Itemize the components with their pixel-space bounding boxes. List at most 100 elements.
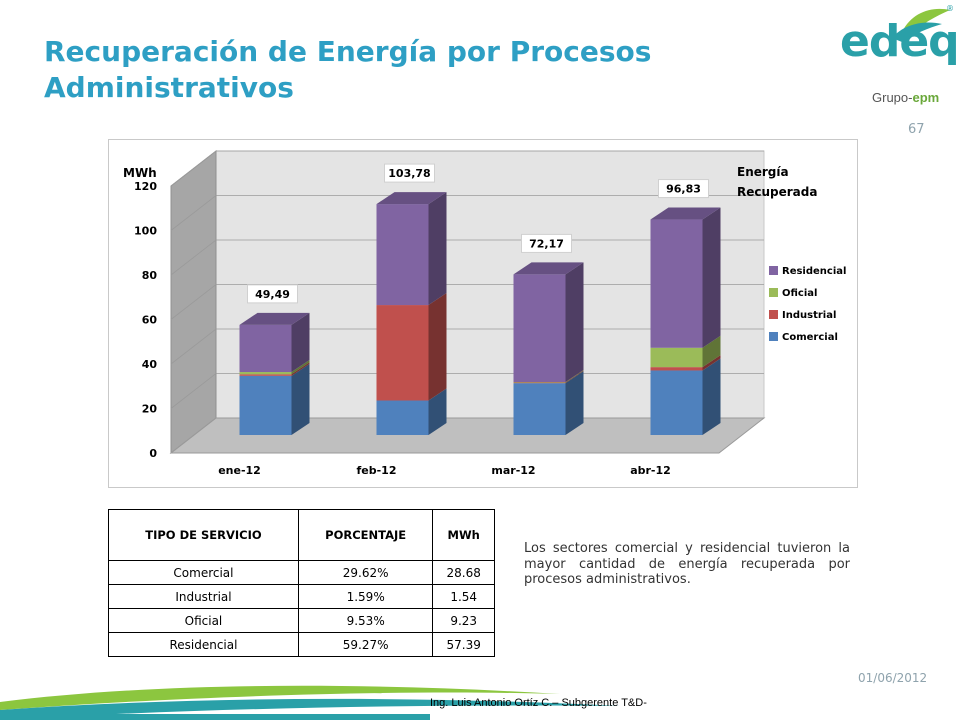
bar-side-comercial	[565, 371, 584, 435]
bar-side-industrial	[702, 355, 721, 371]
legend-swatch	[769, 332, 778, 341]
legend-title: Energía	[737, 165, 789, 179]
data-label: 103,78	[388, 167, 430, 180]
service-type-table: TIPO DE SERVICIO PORCENTAJE MWh Comercia…	[108, 509, 495, 657]
y-tick-label: 120	[134, 180, 157, 193]
bar-side-oficial	[702, 335, 721, 368]
cell-percentage: 1.59%	[297, 584, 434, 609]
data-label: 72,17	[529, 237, 564, 250]
bar-side-oficial	[291, 360, 310, 375]
x-tick-label: feb-12	[357, 464, 397, 477]
bar-side-comercial	[291, 363, 310, 435]
y-tick-label: 20	[142, 403, 158, 416]
gridline	[170, 150, 764, 187]
cell-service: Residencial	[108, 632, 299, 657]
logo-group-prefix: Grupo-	[872, 90, 913, 105]
bar-segment-industrial	[650, 367, 703, 371]
bar-segment-residencial	[239, 324, 292, 373]
y-tick-label: 60	[142, 314, 158, 327]
gridline	[170, 195, 764, 231]
legend-swatch	[769, 266, 778, 275]
leaf-icon	[892, 8, 950, 42]
table-row: Comercial 29.62% 28.68	[108, 560, 495, 585]
header-service-type: TIPO DE SERVICIO	[108, 509, 299, 561]
legend-label: Oficial	[782, 288, 817, 299]
cell-service: Industrial	[108, 584, 299, 609]
cell-percentage: 29.62%	[297, 560, 434, 585]
y-axis-label: MWh	[123, 166, 157, 180]
cell-mwh: 57.39	[432, 632, 495, 657]
registered-mark: ®	[946, 4, 954, 13]
bar-side-residencial	[428, 192, 447, 306]
cell-service: Comercial	[108, 560, 299, 585]
table-row: Residencial 59.27% 57.39	[108, 632, 495, 657]
bar-side-comercial	[428, 388, 447, 435]
bar-segment-oficial	[239, 372, 292, 375]
x-tick-label: abr-12	[630, 464, 671, 477]
bar-segment-residencial	[376, 204, 429, 306]
table-header-row: TIPO DE SERVICIO PORCENTAJE MWh	[108, 509, 495, 561]
cell-mwh: 28.68	[432, 560, 495, 585]
data-label: 49,49	[255, 288, 290, 301]
legend-label: Comercial	[782, 332, 838, 343]
gridline	[170, 239, 764, 276]
y-tick-label: 100	[134, 225, 157, 238]
header-percentage: PORCENTAJE	[297, 509, 434, 561]
y-tick-label: 0	[149, 447, 157, 460]
data-label: 96,83	[666, 183, 701, 196]
bar-segment-comercial	[239, 375, 292, 435]
data-label-box	[247, 284, 298, 304]
cell-percentage: 59.27%	[297, 632, 434, 657]
cell-service: Oficial	[108, 608, 299, 633]
legend-swatch	[769, 310, 778, 319]
bar-segment-industrial	[239, 374, 292, 376]
slide-date: 01/06/2012	[858, 671, 928, 685]
bar-segment-comercial	[376, 400, 429, 435]
header-mwh: MWh	[432, 509, 495, 561]
x-tick-label: mar-12	[491, 464, 535, 477]
bar-segment-oficial	[513, 382, 566, 383]
chart-panel: 0 20 40 60 80 100 120 MWh 49,49 ene-12 103,78 feb-1…	[108, 139, 858, 488]
cell-mwh: 1.54	[432, 584, 495, 609]
x-tick-label: ene-12	[218, 464, 261, 477]
logo-group-name: Grupo-epm	[872, 90, 939, 105]
bar-side-residencial	[565, 262, 584, 383]
bar-side-comercial	[702, 358, 721, 435]
bar-segment-residencial	[513, 274, 566, 383]
bar-side-residencial	[702, 207, 721, 348]
bar-top	[650, 207, 721, 220]
slide-title: Recuperación de Energía por Procesos Adm…	[44, 35, 652, 104]
bar-segment-comercial	[650, 370, 703, 435]
y-tick-label: 80	[142, 269, 158, 282]
cell-percentage: 9.53%	[297, 608, 434, 633]
bar-top	[239, 312, 310, 325]
bar-segment-industrial	[376, 305, 429, 401]
y-tick-label: 40	[142, 358, 158, 371]
slide-number: 67	[908, 122, 925, 137]
bar-side-residencial	[291, 312, 310, 373]
bar-segment-comercial	[513, 383, 566, 435]
data-label-box	[384, 163, 435, 183]
bar-top	[376, 192, 447, 205]
data-label-box	[658, 179, 709, 199]
bar-side-industrial	[291, 362, 310, 376]
data-label-box	[521, 233, 572, 253]
bar-side-oficial	[565, 370, 584, 383]
cell-mwh: 9.23	[432, 608, 495, 633]
legend-label: Industrial	[782, 310, 836, 321]
logo-wordmark: edeq	[840, 16, 960, 67]
bar-top	[513, 262, 584, 275]
table-row: Oficial 9.53% 9.23	[108, 608, 495, 633]
legend-swatch	[769, 288, 778, 297]
legend-label: Residencial	[782, 266, 846, 277]
footer-swoosh	[0, 685, 620, 720]
footer-text: Ing. Luis Antonio Ortíz C.– Subgerente T…	[430, 697, 647, 709]
bar-side-industrial	[428, 293, 447, 401]
bar-side-industrial	[565, 370, 584, 384]
edeq-logo: edeq ® Grupo-epm	[832, 2, 960, 112]
legend-title: Recuperada	[737, 185, 817, 199]
bar-segment-residencial	[650, 219, 703, 348]
table-row: Industrial 1.59% 1.54	[108, 584, 495, 609]
bar-segment-oficial	[650, 347, 703, 368]
